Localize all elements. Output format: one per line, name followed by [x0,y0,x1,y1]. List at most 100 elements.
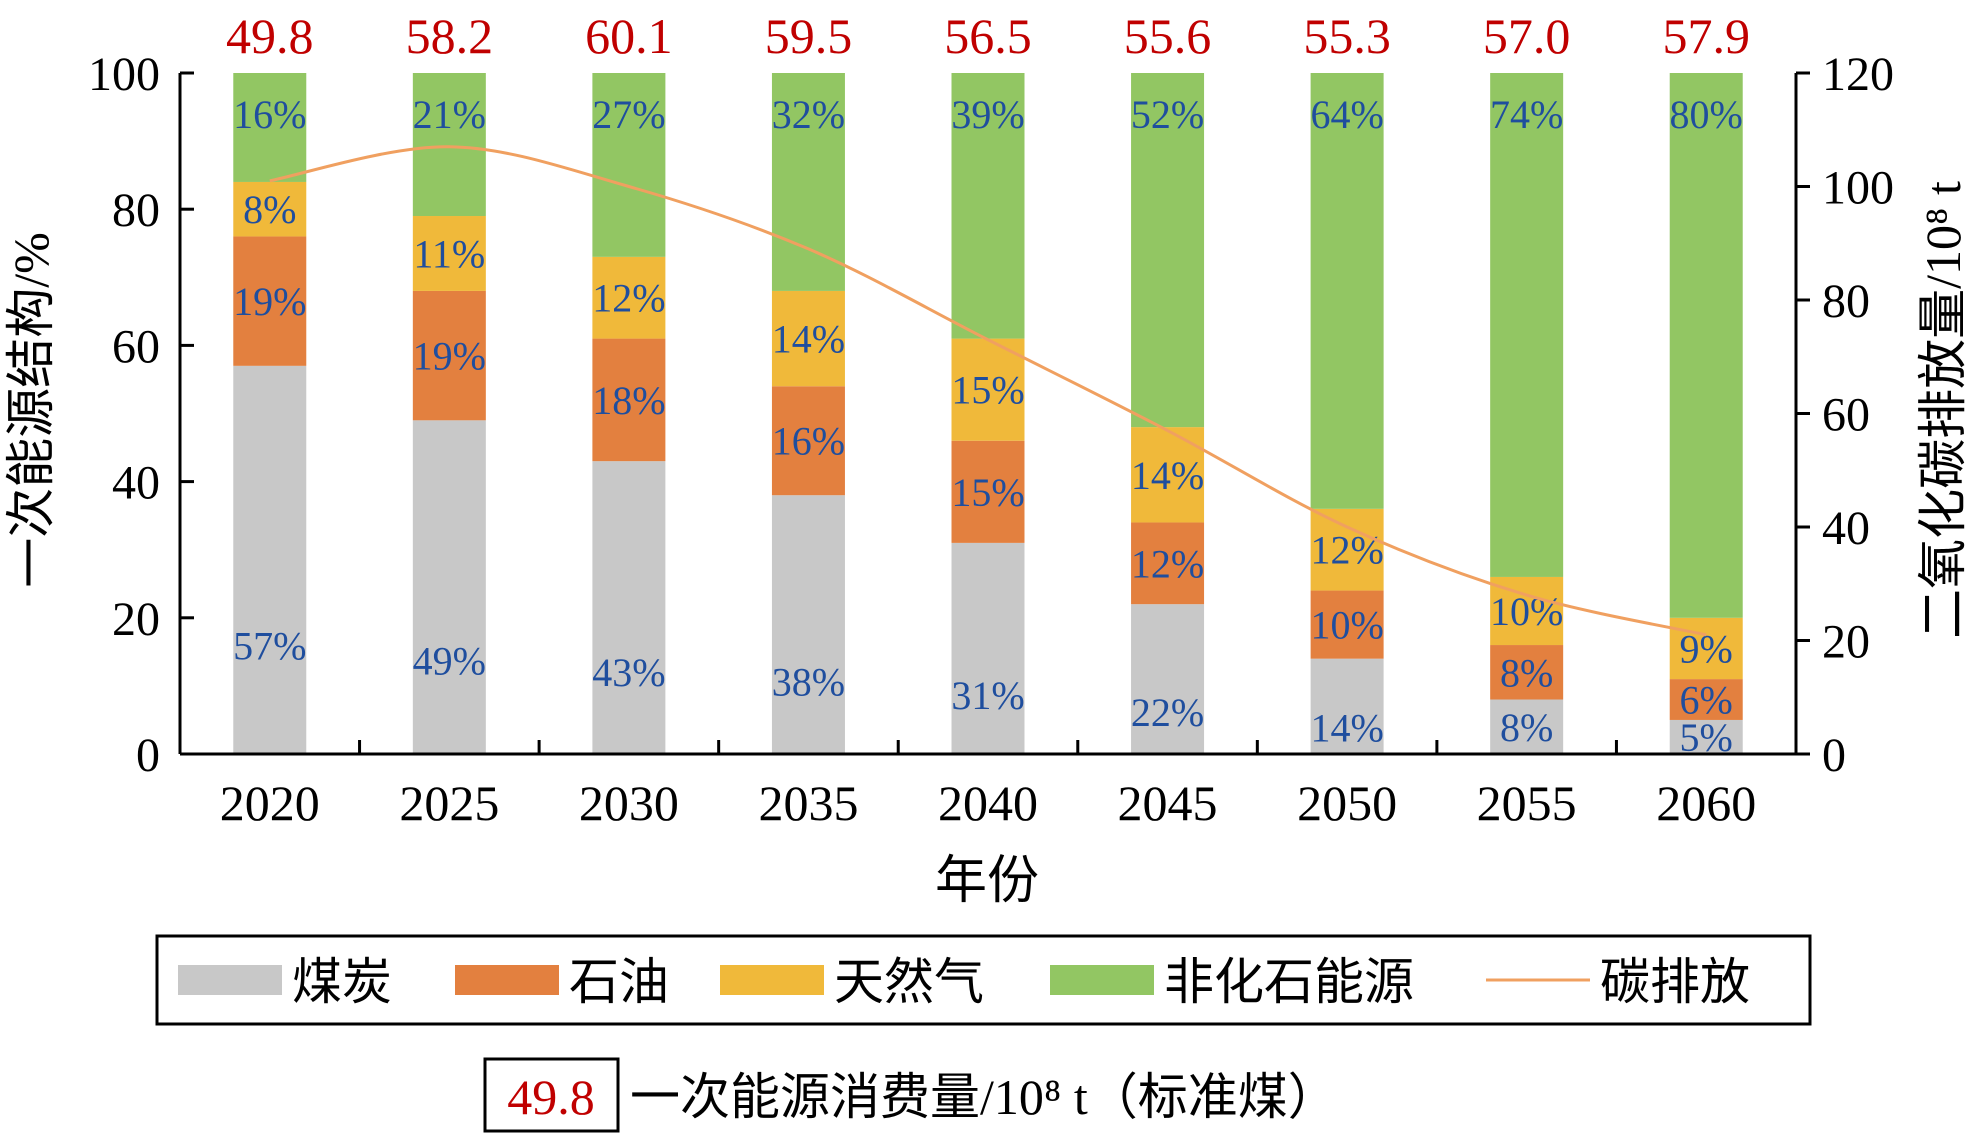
left-axis-title: 一次能源结构/% [3,232,59,588]
segment-labels-layer: 57% 19% 8% 16% 49% 19% 11% 21% 43% 18% 12% 27% 38% 16… [233,92,1743,760]
segment-label-2035-series-2: 14% [772,317,845,362]
segment-label-2050-series-1: 10% [1310,603,1383,648]
right-tick-label-100: 100 [1822,162,1894,215]
legend: 煤炭 石油 天然气 非化石能源 碳排放 [155,934,1812,1026]
top-labels-layer: 49.8 58.2 60.1 59.5 56.5 55.6 55.3 57.0 57.9 [226,8,1750,64]
segment-label-2045-series-0: 22% [1131,690,1204,735]
bar-2020-series-0 [233,365,307,754]
bar-2060-series-3 [1669,73,1743,618]
segment-label-2030-series-1: 18% [592,378,665,423]
bar-2045-series-0 [1131,604,1205,754]
segment-label-2040-series-0: 31% [951,673,1024,718]
segment-label-2045-series-2: 14% [1131,453,1204,498]
segment-label-2020-series-3: 16% [233,92,306,137]
segment-label-2040-series-1: 15% [951,470,1024,515]
legend-swatch-coal [178,965,282,995]
segment-label-2050-series-0: 14% [1310,705,1383,750]
x-tick-label-2040: 2040 [938,775,1038,831]
legend-swatch-gas [720,965,824,995]
segment-label-2025-series-0: 49% [413,639,486,684]
top-label-2055: 57.0 [1483,8,1571,64]
segment-label-2020-series-1: 19% [233,279,306,324]
bar-2030-series-0 [592,461,666,754]
segment-label-2050-series-3: 64% [1310,92,1383,137]
carbon-emission-line [269,145,1707,637]
bar-2060-series-2 [1669,617,1743,680]
footnote-value: 49.8 [507,1069,595,1125]
segment-label-2020-series-0: 57% [233,623,306,668]
legend-label-oil: 石油 [569,954,669,1010]
segment-label-2045-series-1: 12% [1131,541,1204,586]
bar-2060-series-1 [1669,679,1743,720]
footnote: 49.8 一次能源消费量/10⁸ t（标准煤） [483,1057,1338,1133]
x-tick-label-2050: 2050 [1297,775,1397,831]
left-tick-label-0: 0 [136,729,160,782]
right-tick-label-0: 0 [1822,729,1846,782]
legend-label-coal: 煤炭 [292,954,392,1010]
segment-label-2035-series-0: 38% [772,660,845,705]
legend-label-carbon: 碳排放 [1600,954,1750,1010]
bar-2030-series-3 [592,73,666,257]
right-axis-title: 二氧化碳排放量/10⁸ t [1915,181,1971,639]
segment-label-2055-series-3: 74% [1490,92,1563,137]
segment-label-2025-series-2: 11% [413,231,485,276]
legend-frame [155,934,1812,1026]
x-tick-label-2025: 2025 [399,775,499,831]
bar-2020-series-1 [233,236,307,366]
segment-label-2060-series-0: 5% [1680,715,1733,760]
bar-2035-series-3 [771,73,845,291]
bar-2030-series-2 [592,256,666,339]
left-tick-label-80: 80 [112,184,160,237]
top-label-2050: 55.3 [1303,8,1391,64]
bar-2025-series-3 [412,73,486,217]
right-tick-label-40: 40 [1822,502,1870,555]
bar-2025-series-1 [412,290,486,421]
right-tick-label-60: 60 [1822,389,1870,442]
segment-label-2040-series-2: 15% [951,368,1024,413]
footnote-text: 一次能源消费量/10⁸ t（标准煤） [630,1069,1338,1125]
segment-label-2060-series-2: 9% [1680,626,1733,671]
left-tick-label-40: 40 [112,457,160,510]
left-tick-label-20: 20 [112,593,160,646]
bar-2045-series-3 [1131,73,1205,428]
bar-2035-series-0 [771,495,845,754]
right-tick-label-80: 80 [1822,275,1870,328]
legend-label-nonfossil: 非化石能源 [1164,954,1414,1010]
x-tick-label-2030: 2030 [579,775,679,831]
segment-label-2060-series-1: 6% [1680,678,1733,723]
segment-label-2030-series-2: 12% [592,276,665,321]
bar-2055-series-0 [1490,699,1564,754]
bar-2020-series-3 [233,73,307,182]
bar-2040-series-2 [951,338,1025,441]
legend-swatch-oil [455,965,559,995]
segment-label-2025-series-3: 21% [413,92,486,137]
x-tick-label-2060: 2060 [1656,775,1756,831]
bar-2025-series-2 [412,216,486,291]
bar-2040-series-1 [951,440,1025,543]
top-label-2025: 58.2 [406,8,494,64]
bar-2050-series-2 [1310,508,1384,591]
x-tick-label-2035: 2035 [758,775,858,831]
top-label-2040: 56.5 [944,8,1032,64]
bar-2050-series-0 [1310,658,1384,754]
left-tick-label-60: 60 [112,320,160,373]
bar-2045-series-1 [1131,522,1205,605]
top-label-2030: 60.1 [585,8,673,64]
segment-label-2030-series-0: 43% [592,650,665,695]
x-tick-label-2020: 2020 [220,775,320,831]
bar-2050-series-1 [1310,590,1384,659]
segment-label-2035-series-3: 32% [772,92,845,137]
bar-2060-series-0 [1669,719,1743,754]
right-tick-label-20: 20 [1822,616,1870,669]
x-axis-title: 年份 [935,853,1039,910]
legend-label-gas: 天然气 [834,954,984,1010]
bar-2050-series-3 [1310,73,1384,509]
bar-2020-series-2 [233,181,307,237]
segment-label-2030-series-3: 27% [592,92,665,137]
segment-label-2045-series-3: 52% [1131,92,1204,137]
segment-label-2055-series-1: 8% [1500,650,1553,695]
top-label-2020: 49.8 [226,8,314,64]
segment-label-2055-series-0: 8% [1500,705,1553,750]
